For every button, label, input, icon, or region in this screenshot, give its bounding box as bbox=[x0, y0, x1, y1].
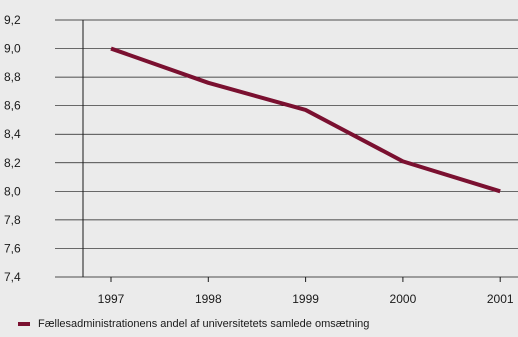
y-tick-label: 8,8 bbox=[4, 70, 21, 84]
y-tick-label: 7,6 bbox=[4, 241, 21, 255]
x-tick-label: 1999 bbox=[292, 292, 319, 306]
y-tick-label: 8,6 bbox=[4, 99, 21, 113]
y-tick-label: 8,2 bbox=[4, 156, 21, 170]
y-tick-label: 7,4 bbox=[4, 270, 21, 284]
series-line bbox=[110, 46, 501, 194]
y-tick-label: 9,0 bbox=[4, 42, 21, 56]
legend: Fællesadministrationens andel af univers… bbox=[18, 318, 369, 330]
x-tick-label: 1998 bbox=[195, 292, 222, 306]
x-tick-label: 1997 bbox=[98, 292, 125, 306]
x-tick-label: 2001 bbox=[487, 292, 514, 306]
y-tick-label: 7,8 bbox=[4, 213, 21, 227]
legend-swatch bbox=[18, 322, 30, 326]
y-tick-label: 9,2 bbox=[4, 13, 21, 27]
y-tick-label: 8,4 bbox=[4, 127, 21, 141]
y-tick-label: 8,0 bbox=[4, 184, 21, 198]
x-tick-label: 2000 bbox=[390, 292, 417, 306]
legend-label: Fællesadministrationens andel af univers… bbox=[38, 318, 370, 330]
